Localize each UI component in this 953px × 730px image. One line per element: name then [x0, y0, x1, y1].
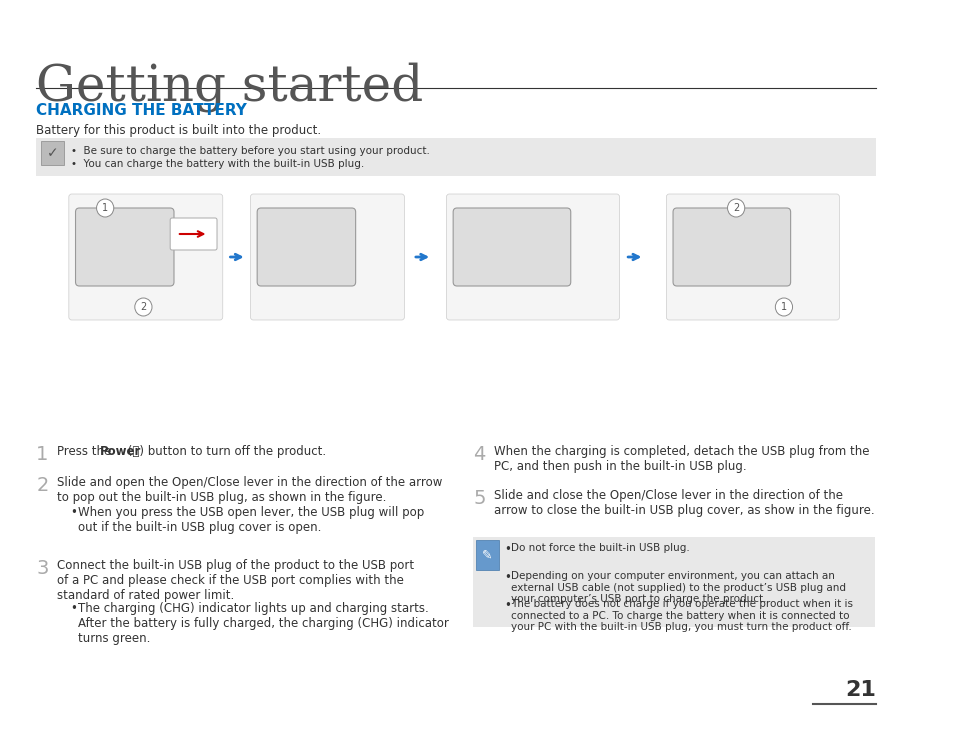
Text: 2: 2 — [732, 203, 739, 213]
Text: 1: 1 — [781, 302, 786, 312]
Text: •  You can charge the battery with the built-in USB plug.: • You can charge the battery with the bu… — [71, 159, 364, 169]
Text: •: • — [503, 571, 510, 584]
FancyBboxPatch shape — [170, 218, 216, 250]
Text: Connect the built-in USB plug of the product to the USB port
of a PC and please : Connect the built-in USB plug of the pro… — [57, 559, 414, 602]
Text: The battery does not charge if you operate the product when it is
connected to a: The battery does not charge if you opera… — [511, 599, 853, 632]
Text: The charging (CHG) indicator lights up and charging starts.
After the battery is: The charging (CHG) indicator lights up a… — [78, 602, 449, 645]
Text: •: • — [503, 543, 510, 556]
Circle shape — [727, 199, 744, 217]
FancyBboxPatch shape — [446, 194, 618, 320]
Text: 2: 2 — [36, 476, 49, 495]
Text: Power: Power — [99, 445, 141, 458]
FancyBboxPatch shape — [257, 208, 355, 286]
Text: 1: 1 — [102, 203, 108, 213]
FancyBboxPatch shape — [251, 194, 404, 320]
Text: Slide and open the Open/Close lever in the direction of the arrow
to pop out the: Slide and open the Open/Close lever in t… — [57, 476, 442, 504]
Text: •: • — [70, 602, 76, 615]
Text: Battery for this product is built into the product.: Battery for this product is built into t… — [36, 124, 321, 137]
Text: 3: 3 — [36, 559, 49, 578]
Text: •: • — [503, 599, 510, 612]
Text: (⏻) button to turn off the product.: (⏻) button to turn off the product. — [124, 445, 326, 458]
FancyBboxPatch shape — [665, 194, 839, 320]
Text: When you press the USB open lever, the USB plug will pop
out if the built-in USB: When you press the USB open lever, the U… — [78, 506, 424, 534]
Circle shape — [134, 298, 152, 316]
Text: Depending on your computer environment, you can attach an
external USB cable (no: Depending on your computer environment, … — [511, 571, 845, 604]
FancyBboxPatch shape — [41, 141, 64, 165]
Text: ✓: ✓ — [47, 146, 58, 160]
Text: When the charging is completed, detach the USB plug from the
PC, and then push i: When the charging is completed, detach t… — [494, 445, 869, 473]
Text: Do not force the built-in USB plug.: Do not force the built-in USB plug. — [511, 543, 690, 553]
Text: 1: 1 — [36, 445, 49, 464]
Text: ✎: ✎ — [482, 548, 493, 561]
Text: •  Be sure to charge the battery before you start using your product.: • Be sure to charge the battery before y… — [71, 146, 429, 156]
FancyBboxPatch shape — [672, 208, 790, 286]
FancyBboxPatch shape — [36, 138, 875, 176]
Text: 5: 5 — [473, 489, 485, 508]
FancyBboxPatch shape — [453, 208, 570, 286]
Text: 21: 21 — [844, 680, 875, 700]
Text: CHARGING THE BATTERY: CHARGING THE BATTERY — [36, 103, 247, 118]
Text: 2: 2 — [140, 302, 147, 312]
Text: Getting started: Getting started — [36, 62, 423, 112]
FancyBboxPatch shape — [75, 208, 173, 286]
Circle shape — [96, 199, 113, 217]
Text: •: • — [70, 506, 76, 519]
Text: 4: 4 — [473, 445, 485, 464]
FancyBboxPatch shape — [476, 540, 498, 570]
Text: Slide and close the Open/Close lever in the direction of the
arrow to close the : Slide and close the Open/Close lever in … — [494, 489, 874, 517]
Circle shape — [775, 298, 792, 316]
Text: Press the: Press the — [57, 445, 115, 458]
FancyBboxPatch shape — [473, 537, 874, 627]
FancyBboxPatch shape — [69, 194, 222, 320]
